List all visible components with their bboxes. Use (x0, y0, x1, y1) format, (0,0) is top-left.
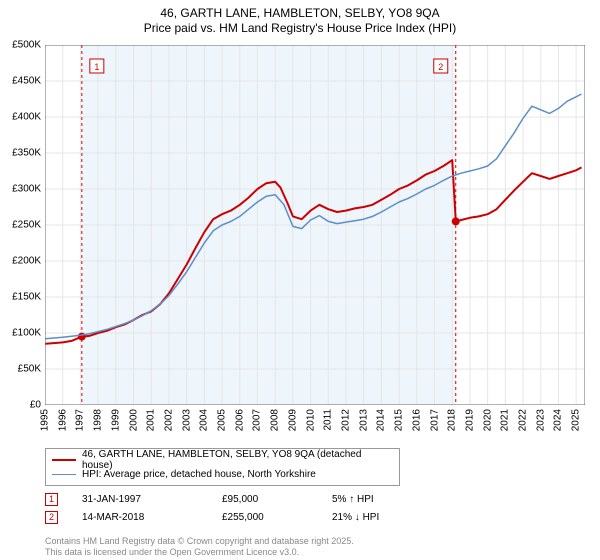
marker-price-1: £95,000 (222, 494, 332, 505)
marker-box-1: 1 (45, 493, 58, 506)
legend-swatch-hpi (52, 474, 76, 476)
x-tick-label: 2019 (464, 409, 475, 431)
x-tick-label: 2018 (447, 409, 458, 431)
y-tick-label: £450K (12, 76, 41, 87)
marker-row-2: 2 14-MAR-2018 £255,000 21% ↓ HPI (45, 508, 585, 526)
x-tick-label: 2000 (128, 409, 139, 431)
marker-price-2: £255,000 (222, 512, 332, 523)
y-tick-label: £200K (12, 256, 41, 267)
x-tick-label: 2016 (411, 409, 422, 431)
y-tick-label: £300K (12, 184, 41, 195)
x-tick-label: 2020 (482, 409, 493, 431)
x-tick-label: 1996 (57, 409, 68, 431)
x-axis: 1995199619971998199920002001200220032004… (45, 405, 585, 443)
footer: Contains HM Land Registry data © Crown c… (45, 536, 354, 558)
x-tick-label: 2022 (518, 409, 529, 431)
x-tick-label: 2007 (252, 409, 263, 431)
chart-container: 46, GARTH LANE, HAMBLETON, SELBY, YO8 9Q… (0, 0, 600, 560)
footer-line-2: This data is licensed under the Open Gov… (45, 547, 354, 558)
x-tick-label: 2003 (181, 409, 192, 431)
x-tick-label: 1999 (110, 409, 121, 431)
x-tick-label: 2004 (199, 409, 210, 431)
x-tick-label: 1997 (75, 409, 86, 431)
marker-date-1: 31-JAN-1997 (82, 494, 222, 505)
title-line-2: Price paid vs. HM Land Registry's House … (0, 21, 600, 36)
y-tick-label: £250K (12, 220, 41, 231)
svg-text:1: 1 (94, 62, 99, 72)
y-tick-label: £50K (18, 364, 41, 375)
x-tick-label: 2015 (394, 409, 405, 431)
x-tick-label: 2006 (234, 409, 245, 431)
x-tick-label: 2010 (305, 409, 316, 431)
marker-row-1: 1 31-JAN-1997 £95,000 5% ↑ HPI (45, 490, 585, 508)
y-tick-label: £100K (12, 328, 41, 339)
marker-pct-1: 5% ↑ HPI (332, 494, 374, 505)
y-tick-label: £500K (12, 40, 41, 51)
x-tick-label: 2013 (358, 409, 369, 431)
legend-box: 46, GARTH LANE, HAMBLETON, SELBY, YO8 9Q… (45, 448, 400, 486)
svg-text:2: 2 (438, 62, 443, 72)
x-tick-label: 1998 (93, 409, 104, 431)
x-tick-label: 2025 (571, 409, 582, 431)
x-tick-label: 2023 (535, 409, 546, 431)
chart-svg: 12 (45, 45, 585, 405)
y-axis: £0£50K£100K£150K£200K£250K£300K£350K£400… (0, 45, 45, 405)
x-tick-label: 2002 (163, 409, 174, 431)
x-tick-label: 2005 (217, 409, 228, 431)
footer-line-1: Contains HM Land Registry data © Crown c… (45, 536, 354, 547)
x-tick-label: 2009 (287, 409, 298, 431)
x-tick-label: 2024 (553, 409, 564, 431)
x-tick-label: 2011 (323, 409, 334, 431)
y-tick-label: £350K (12, 148, 41, 159)
legend-label-hpi: HPI: Average price, detached house, Nort… (82, 469, 316, 480)
legend-label-property: 46, GARTH LANE, HAMBLETON, SELBY, YO8 9Q… (82, 449, 393, 471)
x-tick-label: 1995 (40, 409, 51, 431)
x-tick-label: 2021 (500, 409, 511, 431)
x-tick-label: 2014 (376, 409, 387, 431)
marker-box-2: 2 (45, 511, 58, 524)
marker-legend: 1 31-JAN-1997 £95,000 5% ↑ HPI 2 14-MAR-… (45, 490, 585, 526)
marker-date-2: 14-MAR-2018 (82, 512, 222, 523)
x-tick-label: 2008 (270, 409, 281, 431)
y-tick-label: £400K (12, 112, 41, 123)
plot-area: 12 (45, 45, 585, 405)
x-tick-label: 2012 (340, 409, 351, 431)
y-tick-label: £150K (12, 292, 41, 303)
title-line-1: 46, GARTH LANE, HAMBLETON, SELBY, YO8 9Q… (0, 6, 600, 21)
legend-swatch-property (52, 459, 76, 461)
x-tick-label: 2017 (429, 409, 440, 431)
marker-pct-2: 21% ↓ HPI (332, 512, 379, 523)
legend-row-property: 46, GARTH LANE, HAMBLETON, SELBY, YO8 9Q… (52, 452, 393, 467)
title-block: 46, GARTH LANE, HAMBLETON, SELBY, YO8 9Q… (0, 0, 600, 38)
x-tick-label: 2001 (146, 409, 157, 431)
